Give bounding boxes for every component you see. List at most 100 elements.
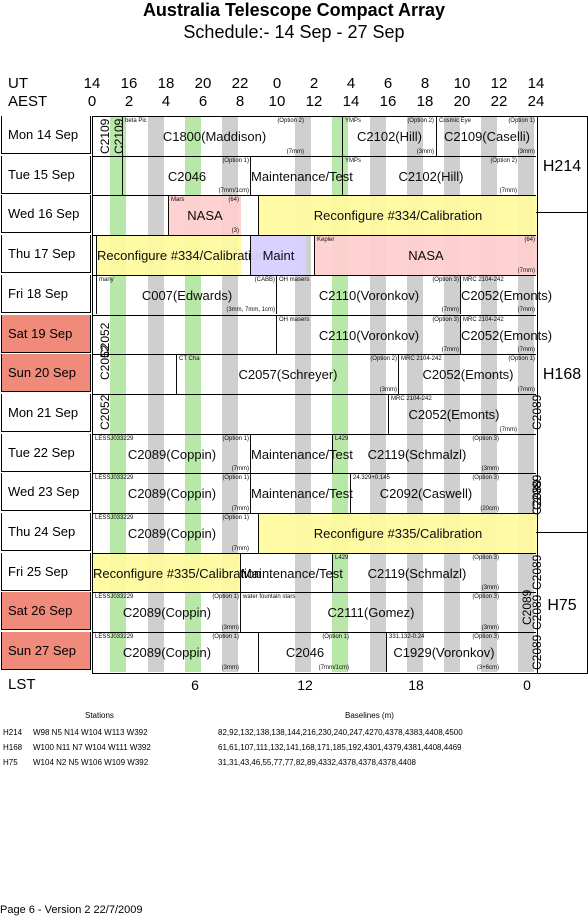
config-column [536,116,588,674]
program-option: (Option 3) [432,316,459,323]
program-block: C2092(Caswell) 24.329+0.145 (Option 3) (20c… [350,474,501,513]
row-divider [92,552,536,554]
program-band: (7mm) [499,188,517,195]
program-option: (Option 1) [222,157,249,164]
config-divider [536,212,588,213]
program-name: C2089(Coppin) [127,446,217,462]
aest-tick: 6 [198,93,208,110]
program-name: C2052(Emonts) [461,287,553,303]
program-option: (Option 3) [472,554,499,561]
station-list: W104 N2 N5 W106 W109 W392 [33,758,149,767]
day-label: Fri 18 Sep [1,274,91,313]
program-band: (3mm) [481,625,499,632]
program-band: (7mm) [231,545,249,552]
page-footer: Page 6 - Version 2 22/7/2009 [0,904,143,916]
ut-tick: 20 [194,75,212,92]
program-source: Kepler [317,237,335,244]
program-name: NASA [408,248,444,264]
program-band: (7mm/1cm) [218,188,249,195]
row-divider [92,274,536,276]
aest-tick: 20 [453,93,471,110]
program-source: 24.329+0.145 [353,475,390,482]
day-label: Sun 27 Sep [1,632,91,671]
program-block: Reconfigure #334/Calibration [258,196,537,236]
program-band: (7mm/1cm) [318,664,349,671]
vertical-project-label: C2052 [98,394,112,430]
program-option: (Option 2) [407,118,434,124]
lst-tick: 12 [297,677,313,693]
lst-label: LST [8,676,36,693]
program-source: LESSJ033229 [95,594,134,601]
station-config: H75 [3,758,18,767]
program-name: Maintenance/Test [251,486,353,502]
vertical-project-label: C2052 [98,322,112,358]
lst-tick: 6 [191,677,199,693]
ut-tick: 0 [272,75,282,92]
config-h75: H75 [547,597,577,614]
program-option: (Option 3) [472,634,499,641]
program-band: (7mm) [517,267,535,274]
lst-tick: 18 [408,677,424,693]
program-band: (7mm) [499,426,517,433]
aest-tick: 14 [342,93,360,110]
program-name: C2109(Caselli) [444,129,530,144]
day-label: Fri 25 Sep [1,552,91,591]
program-block: C2119(Schmalzl) L429 (Option 3) (3mm) [332,553,501,593]
program-option: (Option 3) [432,276,459,283]
aest-tick: 2 [124,93,134,110]
program-source: LESSJ033229 [95,435,134,442]
aest-tick: 8 [235,93,245,110]
program-name: C2046 [167,168,207,184]
program-name: Maint [262,248,295,264]
program-block: NASA Kepler (64) (7mm) [314,236,537,275]
station-config: H214 [3,728,23,737]
row-divider [92,473,536,475]
program-block: Reconfigure #335/Calibration [258,514,537,553]
program-option: (Option 3) [472,475,499,482]
day-label: Sat 19 Sep [1,314,91,353]
program-option: (64) [524,237,535,244]
ut-tick: 2 [309,75,319,92]
program-source: L429 [335,554,349,561]
program-option: (Option 3) [472,435,499,442]
row-divider [92,314,536,316]
vertical-project-label: C2109 [112,118,126,154]
program-block: C2102(Hill) YMPs (Option 2) (3mm) [342,117,436,156]
program-name: C2052(Emonts) [422,367,514,383]
program-source: MRC 2104-242 [401,356,442,363]
vertical-project-label: C2109 [98,118,112,154]
schedule-grid [92,116,538,674]
program-source: Mars [171,197,185,204]
program-block: C2052(Emonts) MRC 2104-242 (7mm) [460,275,553,315]
program-source: L429 [335,435,349,442]
program-name: C2110(Voronkov) [318,327,420,343]
program-option: (Option 3) [472,594,499,601]
aest-tick: 10 [268,93,286,110]
program-block: C2052(Emonts) MRC 2104-242 (7mm) [460,315,552,355]
config-h168: H168 [542,366,582,383]
ut-tick: 8 [420,75,430,92]
program-band: (3mm) [416,148,434,155]
program-source: YMPs [345,118,362,124]
program-band: (7mm) [286,148,304,155]
program-block: C2089(Coppin) LESSJ033229 (Option 1) (3mm) [92,633,241,672]
program-band: (7mm) [231,466,249,473]
page-title: Australia Telescope Compact Array [142,0,446,20]
program-option: (Option 1) [222,435,249,442]
program-name: C2102(Hill) [398,168,464,184]
program-name: C1929(Voronkov) [393,645,495,661]
row-divider [92,354,536,356]
program-name: C2111(Gomez) [327,605,415,621]
aest-tick: 4 [161,93,171,110]
config-h214: H214 [542,158,582,175]
program-name: Reconfigure #334/Calibration [313,208,483,224]
program-band: (7mm) [441,307,459,314]
program-source: water fountain stars [243,594,296,601]
ut-label: UT [8,75,28,92]
program-block: C2102(Hill) YMPs (Option 2) (7mm) [342,156,519,196]
station-list: W98 N5 N14 W104 W113 W392 [33,728,148,737]
program-band: (20cm) [480,505,499,512]
program-band: (3mm) [481,466,499,473]
day-label: Wed 16 Sep [1,195,91,234]
program-name: Reconfigure #334/Calibration [97,248,266,264]
